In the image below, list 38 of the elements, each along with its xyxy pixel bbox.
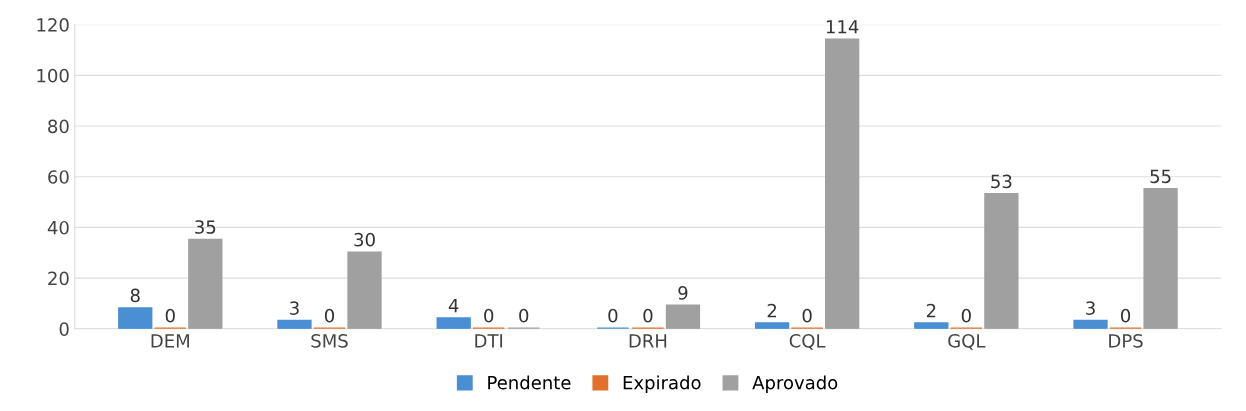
y-tick-label: 80	[48, 119, 69, 134]
y-tick-label: 120	[37, 18, 69, 32]
data-label: 2	[767, 303, 777, 318]
y-tick-label: 40	[47, 220, 69, 235]
data-label: 55	[1150, 169, 1171, 184]
data-label: 35	[195, 220, 216, 234]
data-label: 53	[991, 174, 1012, 189]
legend-label: Aprovado	[752, 375, 838, 393]
y-tick-label: 20	[48, 271, 69, 286]
data-label: 0	[519, 308, 529, 323]
data-label: 4	[448, 298, 459, 313]
legend-label: Pendente	[488, 375, 571, 390]
data-label: 3	[290, 301, 299, 315]
x-tick-label: DTI	[475, 334, 503, 348]
data-label: 0	[608, 308, 618, 323]
x-tick-label: DPS	[1109, 333, 1143, 348]
legend-label: Expirado	[623, 375, 701, 393]
data-label: 0	[643, 308, 653, 323]
x-tick-label: CQL	[789, 333, 826, 350]
data-label: 0	[165, 308, 175, 323]
data-label: 114	[826, 20, 859, 34]
data-label: 9	[678, 286, 688, 300]
data-label: 8	[130, 288, 140, 303]
x-tick-label: DEM	[151, 334, 189, 348]
data-label: 2	[926, 303, 936, 318]
data-label: 0	[961, 308, 971, 323]
x-tick-label: GQL	[948, 333, 986, 350]
data-label: 0	[802, 308, 812, 323]
x-tick-label: SMS	[311, 333, 348, 348]
x-tick-label: DRH	[629, 334, 667, 348]
data-label: 3	[1086, 301, 1095, 315]
data-label: 0	[484, 308, 494, 323]
y-tick-label: 100	[37, 68, 69, 83]
data-label: 30	[354, 232, 375, 247]
y-tick-label: 0	[59, 322, 69, 336]
data-label: 0	[324, 308, 335, 323]
data-label: 0	[1121, 308, 1131, 323]
y-tick-label: 60	[48, 170, 69, 184]
